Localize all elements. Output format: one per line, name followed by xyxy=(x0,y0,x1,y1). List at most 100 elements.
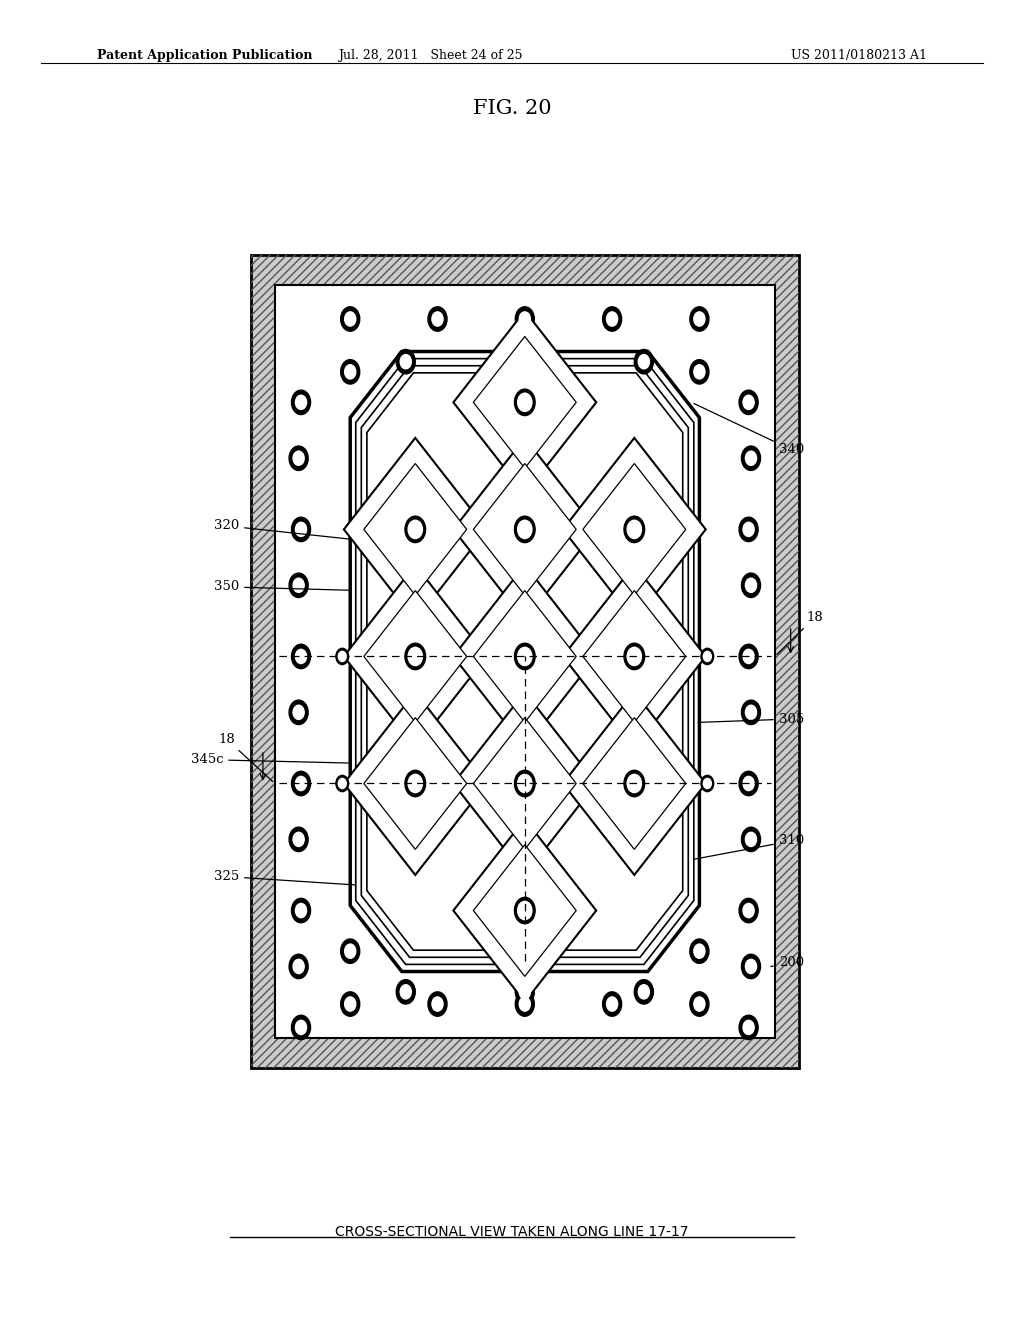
Bar xyxy=(251,255,799,1068)
Circle shape xyxy=(515,306,535,331)
Polygon shape xyxy=(454,312,596,494)
Circle shape xyxy=(606,997,617,1011)
Polygon shape xyxy=(563,692,706,875)
Circle shape xyxy=(514,389,536,416)
Circle shape xyxy=(345,997,355,1011)
Circle shape xyxy=(296,649,306,664)
Circle shape xyxy=(293,578,304,593)
Polygon shape xyxy=(473,337,577,469)
Circle shape xyxy=(293,705,304,719)
Circle shape xyxy=(606,312,617,326)
Text: 320: 320 xyxy=(214,519,351,540)
Text: 345c: 345c xyxy=(190,754,351,766)
Circle shape xyxy=(345,364,355,379)
Circle shape xyxy=(519,985,530,999)
Circle shape xyxy=(338,651,346,661)
Circle shape xyxy=(296,1020,306,1035)
Circle shape xyxy=(341,939,359,964)
Text: 18: 18 xyxy=(777,611,823,655)
Text: 200: 200 xyxy=(771,957,804,969)
Polygon shape xyxy=(364,463,467,595)
Circle shape xyxy=(432,997,443,1011)
Circle shape xyxy=(739,771,758,796)
Circle shape xyxy=(292,644,310,669)
Circle shape xyxy=(289,954,308,978)
Circle shape xyxy=(518,520,531,539)
Circle shape xyxy=(624,771,645,797)
Circle shape xyxy=(296,395,306,409)
Circle shape xyxy=(602,991,622,1016)
Circle shape xyxy=(400,355,412,368)
Circle shape xyxy=(627,520,641,539)
Circle shape xyxy=(432,312,443,326)
Polygon shape xyxy=(364,590,467,722)
Text: 350: 350 xyxy=(214,581,351,594)
Circle shape xyxy=(515,991,535,1016)
Circle shape xyxy=(602,306,622,331)
Circle shape xyxy=(404,516,426,543)
Circle shape xyxy=(739,1015,758,1040)
Circle shape xyxy=(293,833,304,846)
Circle shape xyxy=(743,1020,754,1035)
Polygon shape xyxy=(583,590,686,722)
Polygon shape xyxy=(563,438,706,620)
Circle shape xyxy=(296,523,306,536)
Polygon shape xyxy=(344,692,486,875)
Circle shape xyxy=(741,700,761,725)
Circle shape xyxy=(292,771,310,796)
Polygon shape xyxy=(454,818,596,1002)
Circle shape xyxy=(638,355,649,368)
Polygon shape xyxy=(583,718,686,849)
Circle shape xyxy=(634,979,653,1005)
Circle shape xyxy=(624,516,645,543)
Circle shape xyxy=(292,517,310,541)
Circle shape xyxy=(336,775,348,792)
Circle shape xyxy=(739,899,758,923)
Circle shape xyxy=(741,446,761,470)
Circle shape xyxy=(518,902,531,920)
Circle shape xyxy=(396,350,416,374)
Circle shape xyxy=(341,306,359,331)
Circle shape xyxy=(338,779,346,788)
Circle shape xyxy=(293,451,304,466)
Circle shape xyxy=(518,647,531,665)
Circle shape xyxy=(694,312,705,326)
Circle shape xyxy=(741,954,761,978)
Circle shape xyxy=(701,648,714,664)
Text: Patent Application Publication: Patent Application Publication xyxy=(97,49,312,62)
Polygon shape xyxy=(473,718,577,849)
Polygon shape xyxy=(364,718,467,849)
Circle shape xyxy=(743,395,754,409)
Circle shape xyxy=(739,644,758,669)
Circle shape xyxy=(694,364,705,379)
Circle shape xyxy=(741,573,761,598)
Circle shape xyxy=(745,705,757,719)
Circle shape xyxy=(514,898,536,924)
Circle shape xyxy=(292,391,310,414)
Text: CROSS-SECTIONAL VIEW TAKEN ALONG LINE 17-17: CROSS-SECTIONAL VIEW TAKEN ALONG LINE 17… xyxy=(335,1225,689,1239)
Circle shape xyxy=(428,991,447,1016)
Circle shape xyxy=(690,359,709,384)
Circle shape xyxy=(341,359,359,384)
Text: US 2011/0180213 A1: US 2011/0180213 A1 xyxy=(791,49,927,62)
Circle shape xyxy=(739,391,758,414)
Circle shape xyxy=(519,355,530,368)
Circle shape xyxy=(289,828,308,851)
Circle shape xyxy=(638,985,649,999)
Circle shape xyxy=(624,643,645,669)
Circle shape xyxy=(745,451,757,466)
Circle shape xyxy=(341,991,359,1016)
Circle shape xyxy=(743,776,754,791)
Circle shape xyxy=(514,643,536,669)
Polygon shape xyxy=(473,845,577,977)
Circle shape xyxy=(345,944,355,958)
Circle shape xyxy=(428,306,447,331)
Circle shape xyxy=(289,700,308,725)
Text: 340: 340 xyxy=(694,404,804,457)
Polygon shape xyxy=(473,463,577,595)
Circle shape xyxy=(515,350,535,374)
Circle shape xyxy=(404,771,426,797)
Polygon shape xyxy=(473,590,577,722)
Text: 325: 325 xyxy=(214,870,355,884)
Circle shape xyxy=(690,306,709,331)
